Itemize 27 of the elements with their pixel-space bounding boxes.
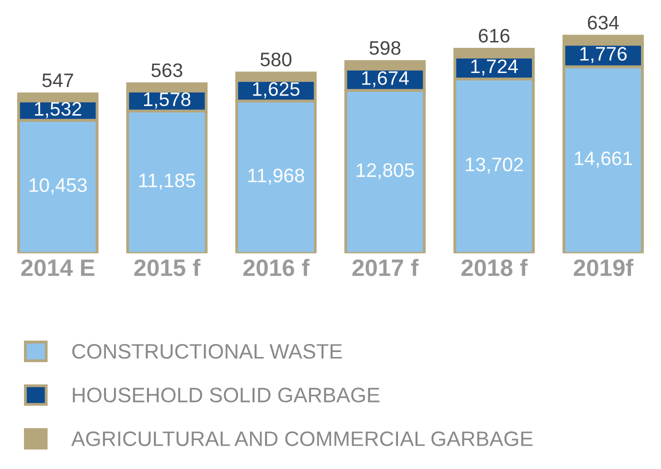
- data-label: 12,805: [356, 163, 414, 180]
- data-label: 11,185: [139, 174, 196, 190]
- data-label: 580: [260, 52, 292, 66]
- legend-label: HOUSEHOLD SOLID GARBAGE: [72, 388, 380, 402]
- data-label: 1,532: [34, 102, 82, 118]
- x-tick-label: 2015 f: [134, 258, 200, 276]
- legend-label: CONSTRUCTIONAL WASTE: [72, 344, 342, 359]
- data-label: 1,578: [144, 92, 190, 108]
- data-label: 11,968: [248, 168, 304, 185]
- data-label: 10,453: [30, 178, 87, 194]
- x-tick-label: 2019f: [574, 258, 634, 276]
- data-label: 563: [151, 63, 182, 78]
- data-label: 634: [588, 16, 619, 30]
- data-label: 598: [370, 41, 400, 55]
- data-label: 14,661: [574, 151, 632, 168]
- data-label: 1,776: [580, 46, 627, 64]
- x-tick-label: 2017 f: [352, 258, 419, 276]
- x-tick-label: 2014 E: [21, 259, 94, 276]
- data-label: 1,724: [471, 59, 518, 76]
- data-label: 547: [42, 74, 74, 88]
- data-label: 616: [478, 28, 510, 43]
- data-label: 1,625: [253, 82, 300, 98]
- legend-label: AGRICULTURAL AND COMMERCIAL GARBAGE: [71, 431, 533, 446]
- data-label: 13,702: [466, 158, 523, 174]
- x-tick-label: 2016 f: [243, 258, 310, 276]
- data-label: 1,674: [362, 71, 409, 88]
- x-tick-label: 2018 f: [461, 258, 528, 276]
